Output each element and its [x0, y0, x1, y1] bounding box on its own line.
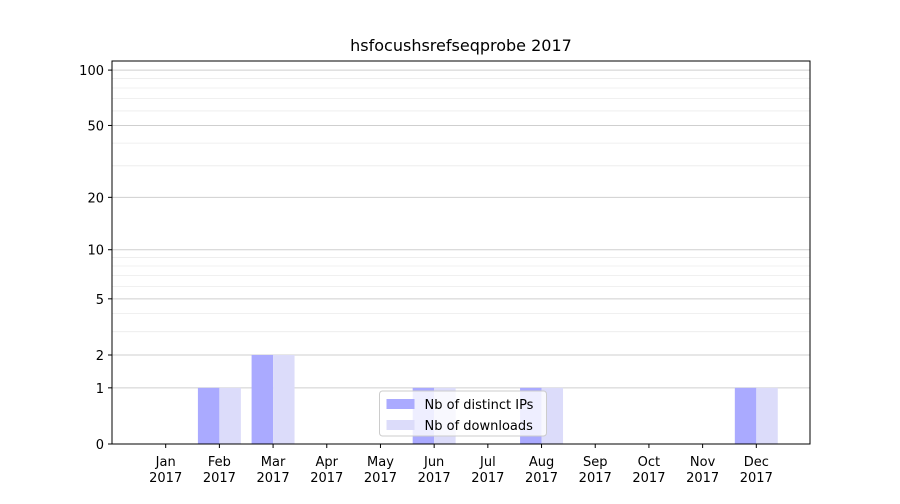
x-tick-line: 2017: [579, 471, 612, 486]
x-tick-line: 2017: [471, 471, 504, 486]
x-tick-label: Jul 2017: [471, 455, 504, 486]
x-tick-line: Feb: [208, 455, 231, 470]
x-tick-line: 2017: [203, 471, 236, 486]
legend-swatch: [386, 420, 415, 430]
y-tick-label: 2: [96, 349, 104, 364]
chart-title: hsfocushsrefseqprobe 2017: [350, 36, 572, 55]
x-tick-line: 2017: [257, 471, 290, 486]
legend-swatch: [386, 399, 415, 409]
x-tick-line: 2017: [740, 471, 773, 486]
y-tick-label: 0: [96, 438, 104, 453]
x-tick-line: 2017: [525, 471, 558, 486]
x-tick-line: Dec: [744, 455, 769, 470]
bar: [197, 387, 220, 444]
x-tick-line: Jan: [155, 455, 176, 470]
y-tick-label: 1: [96, 382, 104, 397]
y-tick-label: 5: [96, 293, 104, 308]
x-tick-line: 2017: [364, 471, 397, 486]
x-tick-label: Nov 2017: [686, 455, 719, 486]
x-tick-label: Mar 2017: [257, 455, 290, 486]
x-tick-line: Oct: [638, 455, 660, 470]
x-tick-label: Oct 2017: [632, 455, 665, 486]
x-tick-line: 2017: [149, 471, 182, 486]
bar: [273, 354, 295, 444]
x-tick-label: Dec 2017: [740, 455, 773, 486]
legend-box: [379, 390, 547, 437]
x-tick-label: Jan 2017: [149, 455, 182, 486]
y-tick-label: 50: [87, 119, 104, 134]
x-tick-line: 2017: [310, 471, 343, 486]
x-tick-line: Mar: [261, 455, 286, 470]
x-tick-line: 2017: [418, 471, 451, 486]
x-tick-line: 2017: [632, 471, 665, 486]
bar: [756, 387, 778, 444]
bar: [734, 387, 757, 444]
x-tick-line: Nov: [690, 455, 716, 470]
plot-frame: [111, 60, 811, 445]
bar: [251, 354, 274, 444]
x-tick-line: Aug: [529, 455, 554, 470]
x-tick-label: Apr 2017: [310, 455, 343, 486]
x-tick-label: Feb 2017: [203, 455, 236, 486]
x-tick-line: May: [367, 455, 394, 470]
legend-label: Nb of distinct IPs: [425, 398, 534, 413]
y-tick-label: 20: [87, 191, 104, 206]
y-tick-label: 10: [87, 244, 104, 259]
x-tick-line: 2017: [686, 471, 719, 486]
y-tick-label: 100: [79, 64, 104, 79]
bar: [219, 387, 241, 444]
x-tick-line: Jun: [423, 455, 444, 470]
x-tick-line: Sep: [583, 455, 608, 470]
x-tick-line: Jul: [479, 455, 496, 470]
legend-label: Nb of downloads: [425, 419, 534, 434]
x-tick-line: Apr: [316, 455, 339, 470]
x-tick-label: May 2017: [364, 455, 397, 486]
x-tick-label: Jun 2017: [418, 455, 451, 486]
x-tick-label: Aug 2017: [525, 455, 558, 486]
x-tick-label: Sep 2017: [579, 455, 612, 486]
